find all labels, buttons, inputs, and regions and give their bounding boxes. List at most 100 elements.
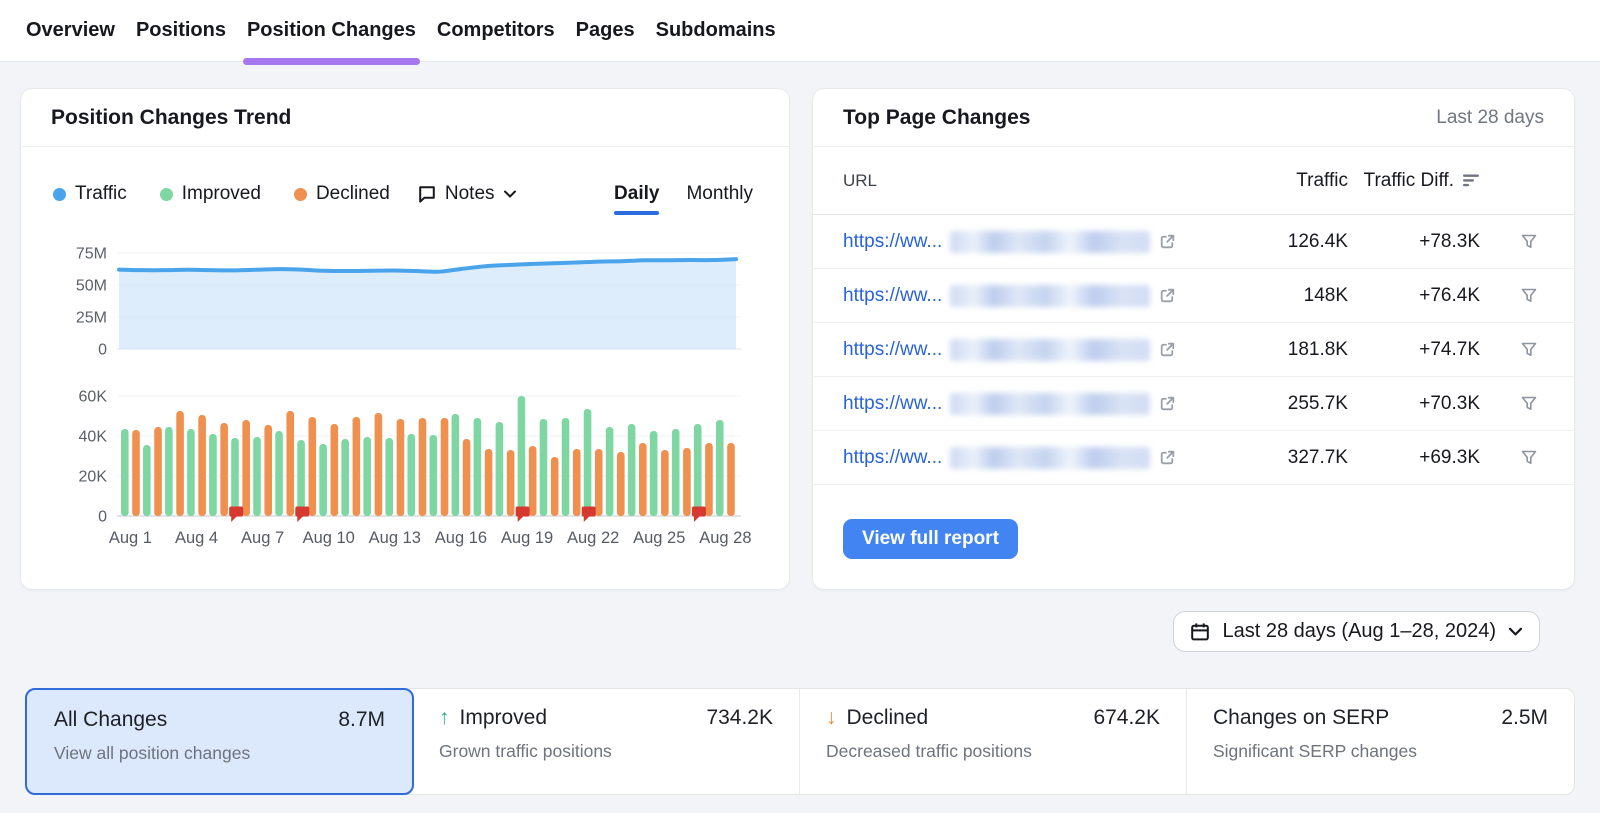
- notes-dropdown[interactable]: Notes: [417, 183, 517, 205]
- filter-icon[interactable]: [1520, 449, 1538, 466]
- improved-bar: [693, 424, 702, 516]
- summary-card-changes-on-serp[interactable]: Changes on SERP 2.5M Significant SERP chan…: [1187, 689, 1574, 794]
- y-axis-tick: 40K: [79, 429, 108, 446]
- declined-bar: [308, 417, 317, 516]
- improved-bar: [539, 419, 548, 516]
- external-link-icon[interactable]: [1158, 340, 1177, 359]
- period-tab-monthly[interactable]: Monthly: [686, 183, 753, 204]
- x-axis-tick: Aug 13: [369, 529, 421, 547]
- url-link[interactable]: https://ww...: [843, 230, 943, 252]
- url-link[interactable]: https://ww...: [843, 338, 943, 360]
- legend-item-traffic[interactable]: Traffic: [53, 183, 127, 205]
- top-navigation: Overview Positions Position Changes Competi…: [0, 0, 1600, 65]
- note-flag-icon[interactable]: [515, 506, 530, 523]
- declined-bar: [242, 420, 250, 516]
- improved-bar: [715, 420, 724, 516]
- trend-card-header: Position Changes Trend: [21, 89, 789, 147]
- url-cell: https://ww...: [843, 338, 1238, 361]
- summary-card-top: All Changes 8.7M: [54, 708, 385, 732]
- declined-bar: [639, 443, 647, 516]
- summary-card-title: Improved: [459, 706, 548, 729]
- summary-card-top: ↓ Declined 674.2K: [826, 706, 1160, 730]
- chevron-down-icon: [1508, 627, 1523, 635]
- improved-bar: [671, 429, 680, 516]
- improved-bar: [429, 435, 438, 516]
- external-link-icon[interactable]: [1158, 286, 1177, 305]
- tab-positions[interactable]: Positions: [136, 0, 226, 62]
- column-traffic[interactable]: Traffic: [1296, 169, 1348, 191]
- improved-bar: [473, 418, 482, 516]
- improved-bar: [583, 409, 592, 516]
- url-link[interactable]: https://ww...: [843, 284, 943, 306]
- filter-icon[interactable]: [1520, 341, 1538, 358]
- improved-bar: [407, 434, 416, 516]
- url-link[interactable]: https://ww...: [843, 392, 943, 414]
- external-link-icon[interactable]: [1158, 448, 1177, 467]
- url-cell: https://ww...: [843, 446, 1238, 469]
- filter-icon[interactable]: [1520, 287, 1538, 304]
- external-link-icon[interactable]: [1158, 394, 1177, 413]
- legend-item-declined[interactable]: Declined: [293, 183, 390, 205]
- url-cell: https://ww...: [843, 230, 1238, 253]
- declined-bar: [418, 418, 427, 516]
- improved-bar: [187, 429, 195, 516]
- declined-bar: [594, 449, 603, 516]
- summary-card-title: Declined: [846, 706, 929, 729]
- declined-dot-icon: [293, 187, 307, 201]
- traffic-value: 126.4K: [1287, 230, 1348, 252]
- tab-label: Competitors: [436, 19, 555, 41]
- improved-bar: [253, 437, 261, 516]
- summary-card-declined[interactable]: ↓ Declined 674.2K Decreased traffic positio…: [800, 689, 1187, 794]
- arrow-down-icon: ↓: [826, 706, 837, 729]
- summary-card-all-changes[interactable]: All Changes 8.7M View all position changes: [25, 688, 414, 795]
- declined-bar: [220, 423, 228, 516]
- tab-label: Subdomains: [655, 19, 776, 41]
- filter-icon[interactable]: [1520, 233, 1538, 250]
- traffic-dot-icon: [53, 187, 66, 201]
- note-flag-icon[interactable]: [295, 506, 310, 523]
- declined-bar: [286, 411, 295, 516]
- summary-card-improved[interactable]: ↑ Improved 734.2K Grown traffic positions: [413, 689, 800, 794]
- summary-card-subtitle: Significant SERP changes: [1213, 741, 1417, 761]
- traffic-area-chart: 75M 50M 25M 0: [76, 246, 741, 359]
- url-link[interactable]: https://ww...: [843, 446, 943, 468]
- traffic-value: 148K: [1303, 284, 1348, 306]
- declined-bar: [132, 430, 140, 516]
- note-flag-icon[interactable]: [581, 506, 596, 523]
- view-full-report-button[interactable]: View full report: [843, 519, 1018, 559]
- trend-controls-row: Traffic Improved Declined Notes Daily Month…: [53, 179, 757, 215]
- legend-item-improved[interactable]: Improved: [159, 183, 261, 205]
- tab-position-changes[interactable]: Position Changes: [242, 0, 420, 65]
- summary-card-value: 674.2K: [1093, 706, 1160, 729]
- tab-competitors[interactable]: Competitors: [437, 0, 555, 62]
- tab-overview[interactable]: Overview: [26, 0, 115, 62]
- improved-bar: [605, 427, 614, 516]
- blurred-url-region: [950, 230, 1151, 253]
- traffic-diff-value: +76.4K: [1348, 285, 1480, 307]
- filter-icon[interactable]: [1520, 395, 1538, 412]
- chevron-down-icon: [503, 190, 516, 197]
- improved-bar: [517, 396, 526, 516]
- tab-pages[interactable]: Pages: [576, 0, 635, 62]
- period-toggle: Daily Monthly: [614, 183, 757, 215]
- column-traffic-diff[interactable]: Traffic Diff.: [1348, 170, 1480, 192]
- y-axis-tick: 75M: [76, 246, 107, 263]
- note-flag-icon[interactable]: [229, 506, 244, 523]
- period-tab-daily[interactable]: Daily: [614, 183, 660, 215]
- tab-subdomains[interactable]: Subdomains: [656, 0, 776, 62]
- arrow-up-icon: ↑: [439, 706, 450, 729]
- external-link-icon[interactable]: [1158, 232, 1177, 251]
- traffic-diff-value: +78.3K: [1348, 231, 1480, 253]
- declined-bar: [683, 448, 691, 516]
- x-axis-tick: Aug 10: [303, 529, 355, 547]
- traffic-diff-value: +69.3K: [1348, 447, 1480, 469]
- date-range-selector[interactable]: Last 28 days (Aug 1–28, 2024): [1173, 611, 1540, 652]
- traffic-diff-value: +70.3K: [1348, 393, 1480, 415]
- note-flag-icon[interactable]: [691, 506, 706, 523]
- summary-card-title: Changes on SERP: [1213, 706, 1390, 729]
- summary-card-title: All Changes: [54, 708, 168, 731]
- improved-bar: [649, 431, 658, 516]
- improved-bar: [209, 434, 217, 516]
- improved-bar: [341, 439, 349, 516]
